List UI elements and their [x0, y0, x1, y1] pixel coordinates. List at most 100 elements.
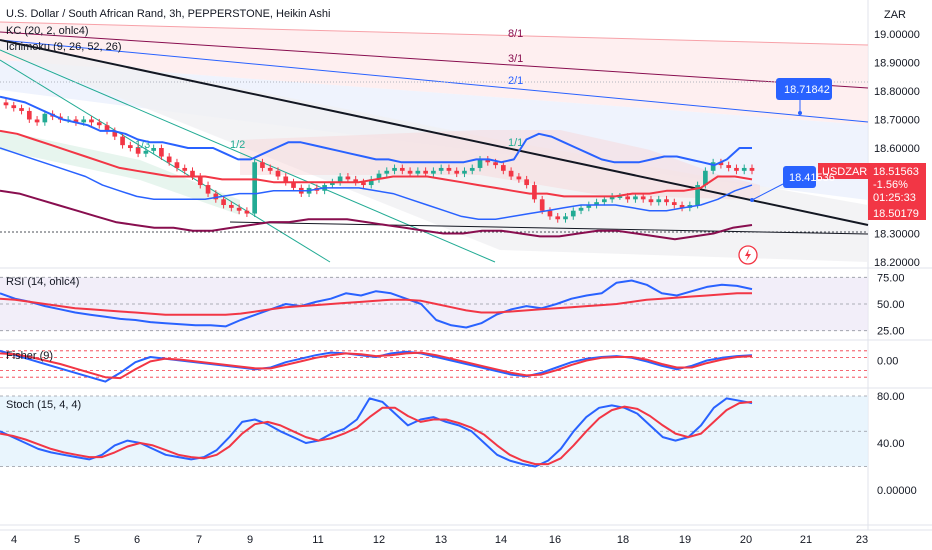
fib-label: 2/1 [508, 75, 523, 87]
candle-body [190, 170, 195, 177]
callout-upper[interactable]: 18.71842 [776, 78, 832, 100]
fib-line-1-3 [0, 59, 331, 263]
candle-body [399, 167, 405, 171]
time-tick: 18 [617, 534, 629, 546]
time-tick: 9 [247, 534, 253, 546]
fisher-pane[interactable] [0, 349, 868, 383]
stoch-pane[interactable] [0, 395, 868, 468]
callout-upper-dot [798, 111, 802, 115]
candle-body [330, 182, 335, 186]
trend-line-low [229, 221, 869, 235]
candle-body [570, 210, 576, 217]
candle-body [166, 156, 172, 163]
time-tick: 14 [495, 534, 507, 546]
candle-body [244, 210, 250, 214]
candle-body [501, 165, 506, 171]
candle-body [143, 150, 149, 154]
candle-body [19, 108, 24, 111]
time-tick: 19 [679, 534, 691, 546]
candle-body [508, 170, 514, 177]
rsi-tick: 25.00 [877, 326, 905, 338]
candle-body [532, 185, 537, 200]
candle-body [345, 176, 351, 180]
candle-body [11, 105, 17, 109]
ichimoku-indicator-label[interactable]: Ichimoku (9, 26, 52, 26) [6, 41, 122, 53]
candle-body [267, 167, 273, 171]
candle-body [555, 216, 561, 220]
svg-text:18.41536: 18.41536 [789, 172, 835, 184]
candle-body [695, 185, 700, 205]
time-tick: 23 [856, 534, 868, 546]
fib-line-1-2 [0, 49, 496, 263]
fib-label: 1/1 [508, 137, 523, 149]
svg-text:18.71842: 18.71842 [784, 84, 830, 96]
trend-line-down [0, 39, 869, 226]
candle-body [594, 202, 599, 205]
candle-body [734, 167, 739, 171]
candle-body [291, 182, 296, 188]
candle-body [469, 167, 475, 171]
candle-body [524, 179, 529, 186]
candle-body [485, 159, 491, 163]
price-tick: 18.20000 [874, 257, 920, 269]
price-tick: 18.80000 [874, 86, 920, 98]
time-tick: 6 [134, 534, 140, 546]
price-tick: 18.60000 [874, 143, 920, 155]
candle-body [625, 196, 630, 200]
candle-body [275, 170, 281, 177]
stoch-tick: 0.00000 [877, 485, 917, 497]
candle-body [710, 162, 716, 171]
candle-body [462, 170, 467, 174]
fisher-title[interactable]: Fisher (9) [6, 350, 53, 362]
candle-body [477, 159, 483, 168]
candle-body [205, 185, 211, 194]
candle-body [671, 202, 677, 205]
time-tick: 13 [435, 534, 447, 546]
candle-body [586, 205, 592, 208]
candle-body [640, 196, 646, 200]
rsi-title[interactable]: RSI (14, ohlc4) [6, 276, 79, 288]
candle-body [656, 199, 662, 203]
candle-body [454, 170, 460, 174]
candle-body [539, 199, 545, 211]
stoch-k-line [0, 397, 753, 468]
candle-body [446, 167, 452, 171]
candle-body [407, 170, 413, 174]
rsi-tick: 50.00 [877, 299, 905, 311]
candle-body [578, 207, 584, 211]
currency-label[interactable]: ZAR [884, 9, 906, 21]
candle-body [664, 199, 669, 203]
lagging-span [0, 189, 753, 241]
candle-body [633, 196, 638, 200]
candle-body [392, 167, 397, 171]
candle-body [26, 110, 32, 120]
candle-body [236, 207, 242, 211]
callout-lower[interactable]: 18.41536 [783, 166, 835, 188]
callout-lower-leader [751, 183, 784, 201]
low-price-label: 18.50179 [873, 208, 919, 220]
kc-indicator-label[interactable]: KC (20, 2, ohlc4) [6, 25, 89, 37]
fib-line-3-1 [0, 31, 869, 89]
rsi-line [0, 279, 753, 329]
candle-body [609, 196, 615, 200]
chart-title: U.S. Dollar / South African Rand, 3h, PE… [6, 8, 330, 20]
candle-body [617, 196, 623, 198]
lightning-icon[interactable] [738, 245, 758, 265]
candle-body [361, 182, 366, 186]
candle-body [547, 210, 553, 217]
candle-body [128, 145, 133, 148]
candle-body [431, 170, 436, 174]
current-price-badge: USDZAR 18.51563 -1.56% 01:25:33 18.50179 [818, 163, 926, 220]
candle-body [213, 193, 219, 200]
axes: 19.00000 18.90000 18.80000 18.70000 18.60000… [0, 29, 932, 546]
rsi-pane[interactable] [0, 276, 868, 332]
candle-body [602, 199, 607, 203]
fib-band-upper [0, 22, 868, 125]
candle-body [679, 205, 685, 208]
candle-body [112, 130, 118, 137]
candle-body [221, 199, 226, 205]
candle-body [73, 119, 79, 123]
price-pane[interactable]: 8/13/12/11/11/21/3 [0, 21, 869, 263]
stoch-title[interactable]: Stoch (15, 4, 4) [6, 399, 81, 411]
